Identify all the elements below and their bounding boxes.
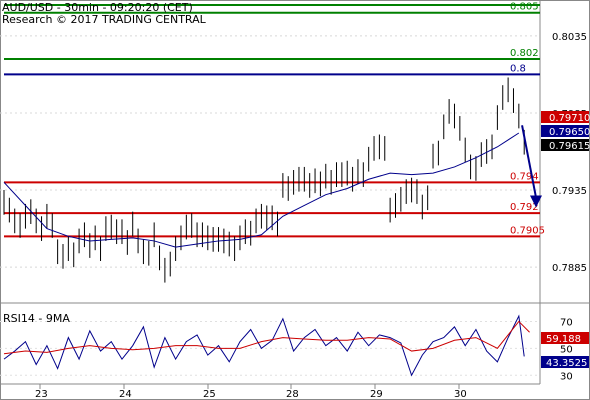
level-lines: 0.805 0.802 0.8 0.794 0.792 0.7905 [4,2,545,238]
price-tag-label: 0.79710 [549,113,590,124]
forecast-arrow [521,125,542,208]
time-tick-label: 29 [370,389,383,400]
rsi-series [3,314,530,377]
price-tags: 0.79710 0.79650 0.79615 [541,111,590,152]
level-label: 0.805 [510,2,539,13]
time-tick-label: 28 [286,389,299,400]
price-tick-label: 0.7935 [552,186,587,197]
level-label: 0.792 [510,202,539,213]
moving-average-line [3,132,520,248]
chart-title: AUD/USD - 30min - 09:20:20 (CET) [2,1,193,14]
time-tick-label: 23 [35,389,48,400]
rsi-tag-label: 59.188 [546,334,581,345]
price-tag-label: 0.79650 [549,127,590,138]
price-tag [541,125,589,137]
time-axis-ticks: 23 24 25 28 29 30 [35,384,467,400]
grid [0,35,540,376]
rsi-tag [541,356,589,368]
rsi-line [3,314,525,377]
level-label: 0.8 [510,63,526,74]
rsi-label: RSI14 - 9MA [3,312,70,325]
price-tag-label: 0.79615 [549,141,590,152]
time-tick-label: 25 [203,389,216,400]
rsi-axis-ticks: 70 50 30 [560,317,573,382]
chart-copyright: Research © 2017 TRADING CENTRAL [2,13,207,26]
price-tag [541,111,589,123]
price-tag [541,139,589,151]
price-tick-label: 0.7885 [552,263,587,274]
rsi-tick-label: 50 [560,344,573,355]
level-label: 0.802 [510,48,539,59]
rsi-line [3,320,530,355]
price-tick-label: 0.8035 [552,32,587,43]
price-series [3,77,525,283]
rsi-tags: 59.188 43.3525 [541,332,589,369]
time-tick-label: 24 [119,389,132,400]
forecast-arrow-shaft [521,125,537,198]
rsi-tick-label: 30 [560,371,573,382]
time-tick-label: 30 [454,389,467,400]
rsi-tag-label: 43.3525 [546,358,587,369]
rsi-tag [541,332,589,344]
forecast-arrow-head [530,195,542,208]
level-label: 0.7905 [510,225,545,236]
level-label: 0.794 [510,171,539,182]
rsi-tick-label: 70 [560,317,573,328]
